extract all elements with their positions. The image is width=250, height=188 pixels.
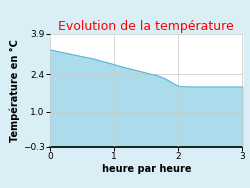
X-axis label: heure par heure: heure par heure — [102, 164, 191, 174]
Y-axis label: Température en °C: Température en °C — [9, 39, 20, 142]
Title: Evolution de la température: Evolution de la température — [58, 20, 234, 33]
